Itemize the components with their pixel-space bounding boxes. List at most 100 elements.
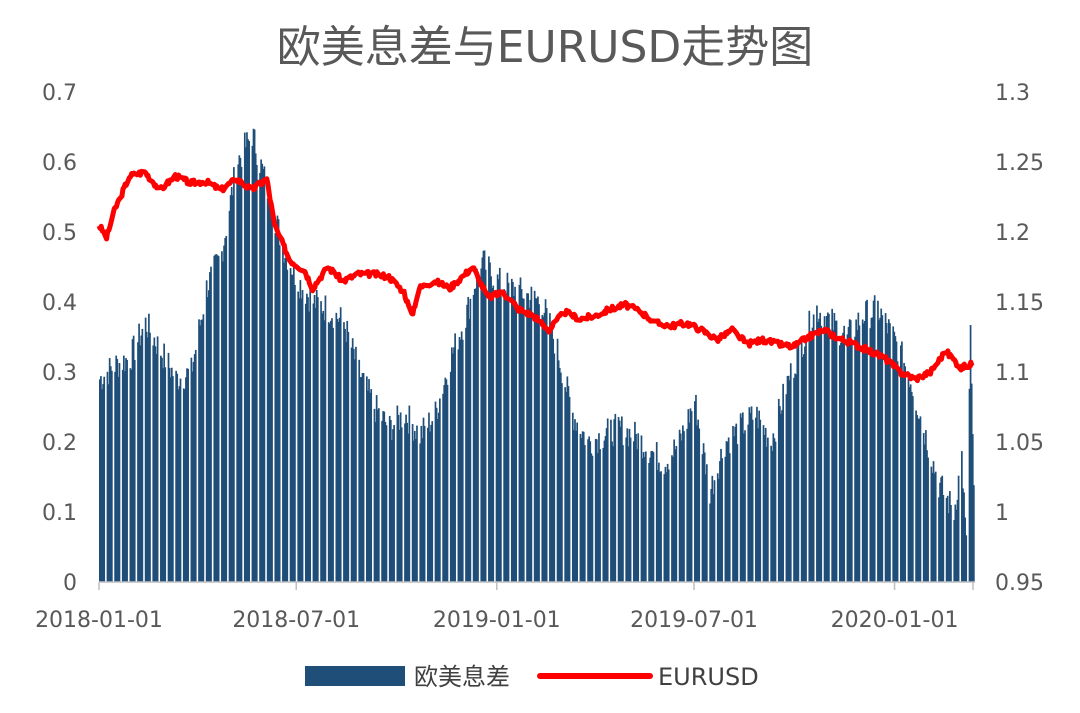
spread-bar-75: [213, 255, 216, 582]
spread-bar-114: [271, 219, 273, 583]
legend-label-eurusd: EURUSD: [658, 663, 759, 691]
spread-bar-266: [504, 290, 507, 582]
spread-bar-243: [468, 318, 471, 582]
spread-bar-523: [895, 341, 898, 582]
spread-bar-105: [259, 172, 261, 582]
spread-bar-110: [266, 198, 269, 582]
spread-bar-116: [275, 220, 278, 582]
right-axis-ticks: 0.95 1 1.05 1.1 1.15 1.2 1.25 1.3: [995, 81, 1044, 596]
spread-bar-314: [576, 422, 579, 582]
spread-bar-62: [192, 361, 195, 582]
spread-bar-172: [360, 377, 363, 582]
spread-bar-164: [347, 331, 350, 582]
spread-bar-226: [443, 385, 446, 582]
spread-bar-45: [167, 352, 170, 582]
spread-bar-411: [725, 441, 728, 582]
spread-bar-304: [561, 383, 563, 582]
spread-bar-443: [773, 438, 776, 582]
spread-bar-471: [817, 322, 819, 582]
spread-bar-442: [772, 433, 775, 582]
spread-bar-418: [735, 423, 738, 582]
spread-bar-150: [327, 322, 330, 582]
spread-bar-337: [612, 446, 614, 582]
spread-bar-4: [103, 376, 106, 582]
spread-bar-64: [194, 349, 197, 582]
spread-bar-126: [290, 274, 293, 582]
spread-bar-354: [637, 433, 640, 582]
spread-bar-83: [224, 237, 227, 583]
spread-bar-567: [963, 492, 965, 582]
spread-bar-278: [521, 298, 524, 582]
spread-bar-554: [942, 495, 945, 582]
spread-bar-16: [122, 355, 125, 582]
spread-bar-284: [530, 286, 533, 582]
spread-bar-36: [153, 337, 156, 582]
spread-bar-430: [755, 417, 757, 582]
spread-bar-456: [794, 373, 796, 582]
spread-bar-445: [777, 398, 780, 582]
spread-bar-143: [315, 289, 318, 582]
spread-bar-490: [846, 334, 849, 582]
spread-bar-21: [130, 369, 133, 582]
legend: 欧美息差 EURUSD: [305, 663, 759, 691]
spread-bar-372: [665, 472, 668, 582]
spread-bar-423: [743, 433, 745, 582]
spread-bar-61: [191, 371, 194, 582]
spread-bar-563: [956, 499, 959, 582]
spread-bar-298: [552, 338, 555, 582]
spread-bar-515: [884, 313, 887, 582]
spread-bar-386: [687, 409, 690, 582]
spread-bar-179: [370, 389, 373, 582]
spread-bar-499: [858, 325, 861, 582]
spread-bar-220: [434, 401, 437, 582]
spread-bar-552: [940, 477, 943, 582]
spread-bar-435: [762, 425, 765, 582]
spread-bar-341: [618, 420, 621, 582]
spread-bar-495: [854, 336, 856, 582]
spread-bar-273: [514, 286, 516, 582]
spread-bar-558: [949, 491, 951, 582]
spread-bar-270: [510, 278, 513, 582]
spread-bar-261: [496, 274, 499, 582]
spread-bar-215: [427, 427, 429, 582]
spread-bar-305: [564, 387, 567, 582]
spread-bar-509: [873, 295, 876, 582]
spread-bar-451: [786, 375, 789, 582]
spread-bar-464: [805, 340, 807, 582]
spread-bar-160: [343, 322, 345, 582]
spread-bar-94: [240, 166, 243, 582]
spread-bar-141: [313, 294, 316, 582]
spread-bar-100: [251, 145, 254, 582]
spread-bar-198: [399, 412, 402, 582]
spread-bar-102: [253, 129, 256, 582]
spread-bar-205: [411, 424, 414, 582]
left-tick-label-4: 0.4: [42, 291, 77, 316]
spread-bar-140: [312, 303, 315, 582]
spread-bar-202: [406, 422, 409, 582]
spread-bar-151: [328, 323, 331, 582]
spread-bar-352: [635, 433, 637, 582]
left-tick-label-0: 0: [63, 571, 77, 596]
spread-bar-351: [634, 421, 636, 582]
spread-bar-394: [698, 428, 701, 582]
spread-bar-152: [330, 320, 332, 582]
spread-bar-364: [652, 452, 655, 582]
spread-bar-300: [556, 338, 559, 582]
spread-bar-295: [549, 313, 551, 582]
spread-bar-171: [359, 377, 362, 582]
spread-bar-10: [114, 371, 116, 582]
spread-bar-272: [513, 296, 515, 582]
spread-bar-486: [840, 342, 842, 582]
spread-bar-233: [453, 347, 455, 582]
spread-bar-12: [116, 359, 119, 582]
spread-bar-255: [488, 256, 490, 582]
spread-bar-450: [785, 394, 788, 582]
spread-bar-357: [642, 452, 645, 582]
spread-bar-223: [437, 412, 440, 582]
spread-bar-496: [855, 319, 857, 582]
spread-bar-448: [781, 410, 783, 582]
spread-bar-484: [835, 320, 838, 582]
spread-bar-242: [467, 296, 470, 582]
spread-bar-359: [644, 451, 647, 582]
spread-bar-331: [603, 440, 606, 582]
